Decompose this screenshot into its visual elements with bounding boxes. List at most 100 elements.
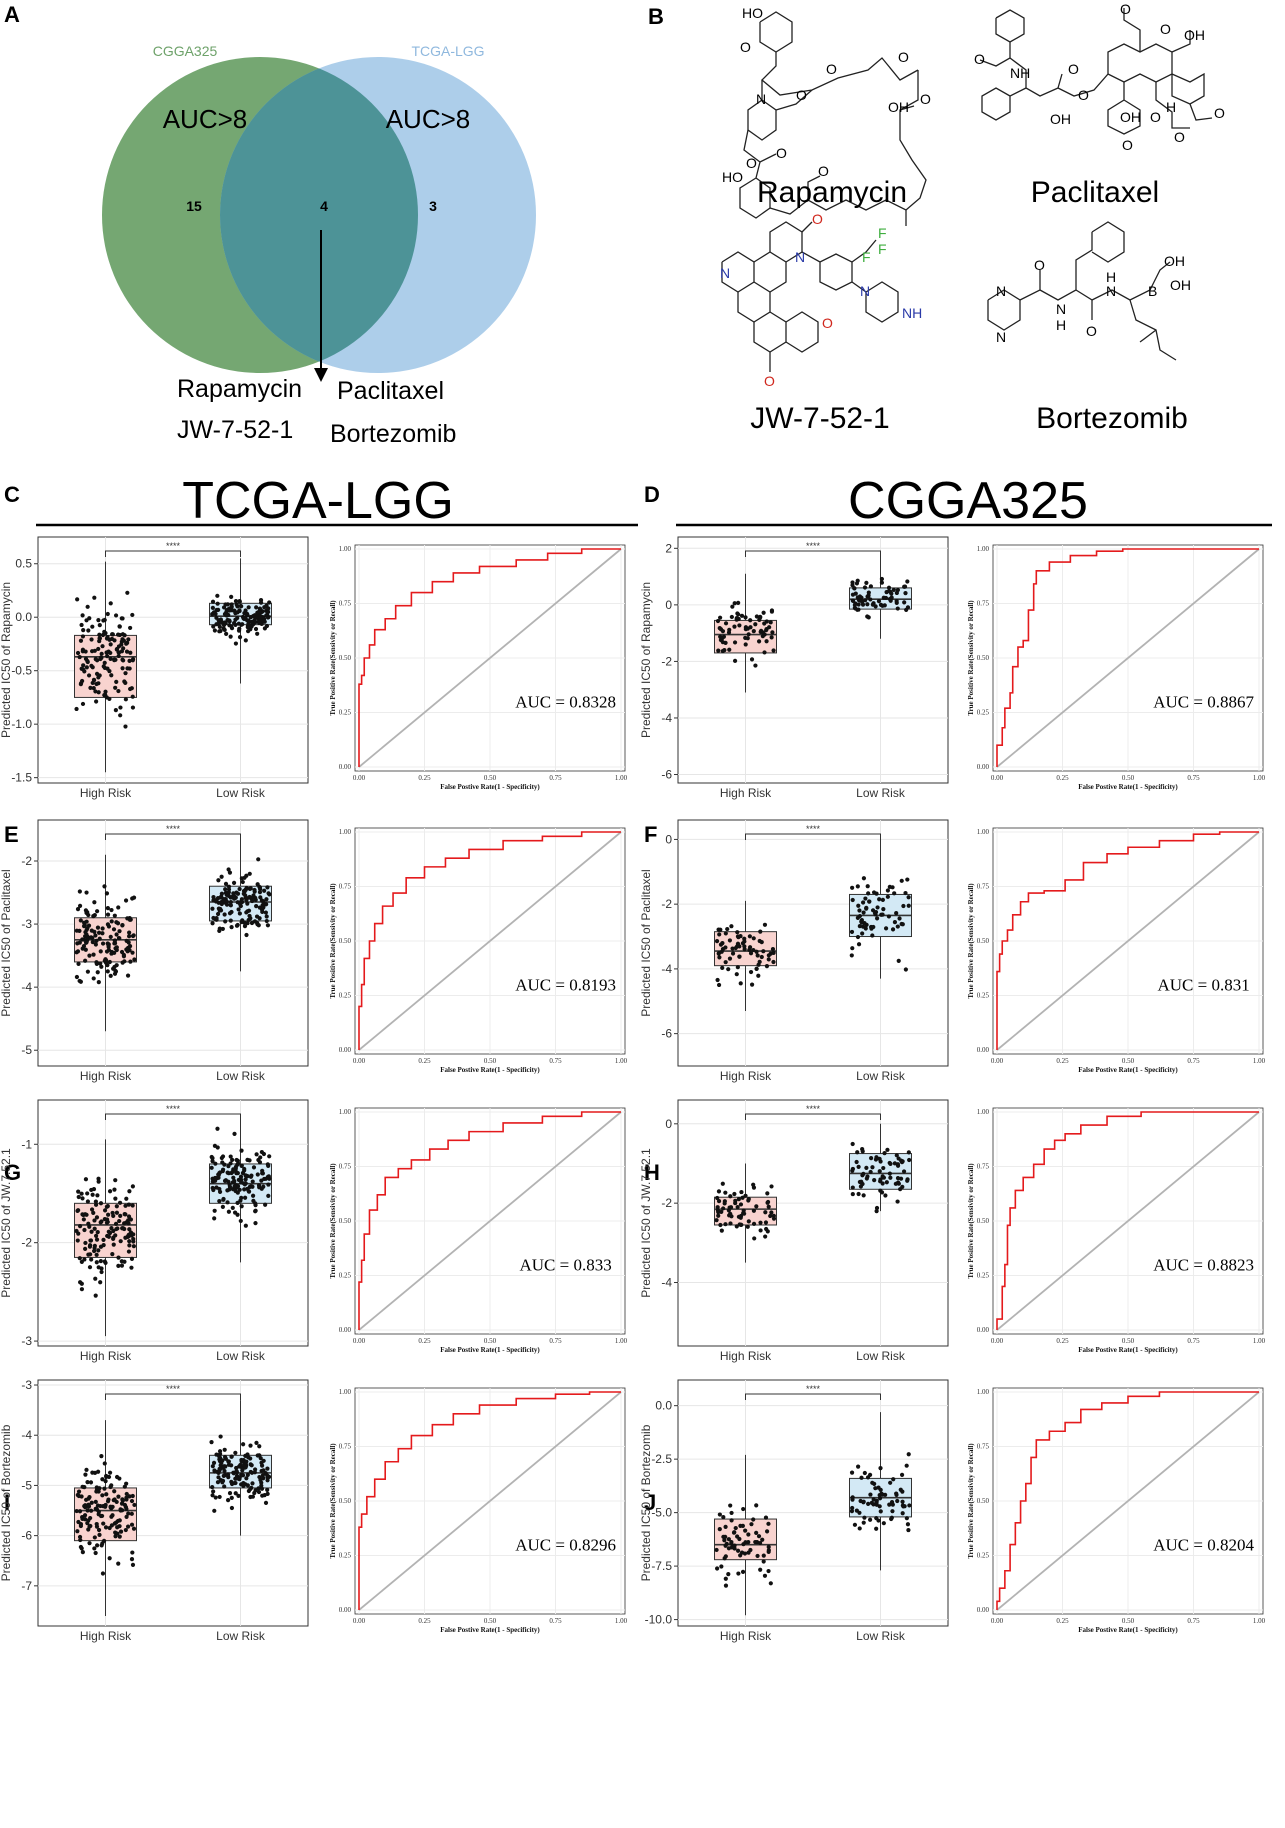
data-point <box>850 1191 855 1197</box>
x-axis-label: False Postive Rate(1 - Specificity) <box>440 783 540 791</box>
data-point <box>265 1487 270 1492</box>
data-point <box>97 636 102 641</box>
data-point <box>94 1237 100 1242</box>
auc-label: AUC = 0.8193 <box>515 976 616 995</box>
x-tick-label: 0.50 <box>1122 1617 1135 1625</box>
data-point <box>897 916 902 921</box>
data-point <box>112 938 118 943</box>
data-point <box>253 626 259 632</box>
data-point <box>131 933 136 938</box>
plot-frame <box>677 536 949 784</box>
data-point <box>714 939 720 944</box>
data-point <box>761 1553 766 1558</box>
chart-i-roc: 0.000.00 0.25 0.25 0.50 0.50 0.75 0.75 1.00 1.00… <box>329 1387 628 1634</box>
y-tick-label: 0.00 <box>977 763 990 771</box>
data-point <box>238 1198 243 1203</box>
data-point <box>96 646 101 652</box>
x-tick-label: High Risk <box>80 1629 132 1643</box>
data-point <box>77 1534 83 1540</box>
x-tick-label: 0.25 <box>418 1057 431 1065</box>
data-point <box>90 680 95 686</box>
paclitaxel-atom-4: O <box>1068 61 1079 77</box>
data-point <box>238 603 243 609</box>
data-point <box>868 1169 873 1175</box>
data-point <box>769 1184 774 1189</box>
data-point <box>124 947 129 952</box>
data-point <box>764 1529 770 1534</box>
data-point <box>263 910 268 915</box>
x-tick-label: 0.75 <box>1187 1057 1200 1065</box>
data-point <box>877 1169 882 1174</box>
data-point <box>762 1573 768 1578</box>
data-point <box>77 654 82 660</box>
venn-drug-4: Bortezomib <box>330 420 456 448</box>
data-point <box>231 896 237 901</box>
data-point <box>243 1223 248 1228</box>
data-point <box>113 1178 118 1183</box>
data-point <box>233 617 238 622</box>
data-point <box>100 931 105 936</box>
x-axis-label: False Postive Rate(1 - Specificity) <box>440 1626 540 1634</box>
data-point <box>747 945 753 950</box>
data-point <box>105 922 111 927</box>
data-point <box>78 1280 83 1285</box>
y-axis-label: True Positive Rate(Sensivity or Recall) <box>329 883 337 999</box>
data-point <box>236 1177 241 1182</box>
data-point <box>850 946 855 951</box>
data-point <box>761 610 766 615</box>
data-point <box>118 705 123 710</box>
paclitaxel-atom-9: H <box>1166 99 1176 115</box>
data-point <box>106 1234 112 1239</box>
data-point <box>766 1544 771 1550</box>
data-point <box>723 960 728 965</box>
data-point <box>723 1554 728 1559</box>
data-point <box>740 1195 745 1200</box>
data-point <box>850 1505 855 1511</box>
data-point <box>230 1169 235 1175</box>
x-tick-label: Low Risk <box>856 1069 906 1083</box>
data-point <box>89 1207 95 1212</box>
data-point <box>81 924 87 929</box>
data-point <box>228 1154 233 1159</box>
data-point <box>715 1205 720 1210</box>
data-point <box>76 961 81 966</box>
data-point <box>131 1236 136 1242</box>
data-point <box>874 1516 879 1521</box>
data-point <box>120 923 125 928</box>
x-tick-label: Low Risk <box>216 1069 266 1083</box>
data-point <box>715 618 721 624</box>
data-point <box>210 1156 215 1161</box>
x-tick-label: 0.75 <box>1187 774 1200 782</box>
bortezomib-atom-4: N <box>1056 301 1066 317</box>
data-point <box>223 887 228 892</box>
data-point <box>895 1199 900 1204</box>
data-point <box>209 1440 214 1445</box>
bortezomib-atom-8: O <box>1086 323 1097 339</box>
roc-curve <box>358 831 621 1050</box>
data-point <box>725 926 730 932</box>
data-point <box>229 1463 234 1468</box>
data-point <box>84 665 89 670</box>
data-point <box>762 650 767 655</box>
data-point <box>736 612 741 617</box>
data-point <box>88 685 93 690</box>
data-point <box>91 914 96 919</box>
x-tick-label: 0.75 <box>549 1337 562 1345</box>
y-axis-label: Predicted IC50 of Bortezomib <box>0 1424 13 1581</box>
x-axis-label: False Postive Rate(1 - Specificity) <box>440 1346 540 1354</box>
data-point <box>242 875 247 880</box>
data-point <box>112 657 117 663</box>
data-point <box>265 885 270 890</box>
data-point <box>756 962 761 967</box>
data-point <box>226 1209 231 1214</box>
data-point <box>94 671 100 676</box>
y-tick-label: 0.75 <box>339 600 352 608</box>
x-tick-label: 1.00 <box>615 1057 628 1065</box>
data-point <box>83 947 88 952</box>
data-point <box>254 903 259 909</box>
significance-bracket <box>745 550 881 557</box>
y-axis-label: True Positive Rate(Sensivity or Recall) <box>967 1443 975 1559</box>
data-point <box>867 899 872 904</box>
data-point <box>858 1498 863 1504</box>
data-point <box>243 608 248 613</box>
